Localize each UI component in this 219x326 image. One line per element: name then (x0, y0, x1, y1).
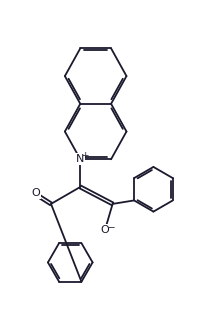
Text: N: N (76, 154, 85, 164)
Text: −: − (107, 222, 114, 231)
Text: O: O (31, 188, 40, 198)
Text: +: + (81, 151, 89, 160)
Text: O: O (101, 225, 109, 235)
